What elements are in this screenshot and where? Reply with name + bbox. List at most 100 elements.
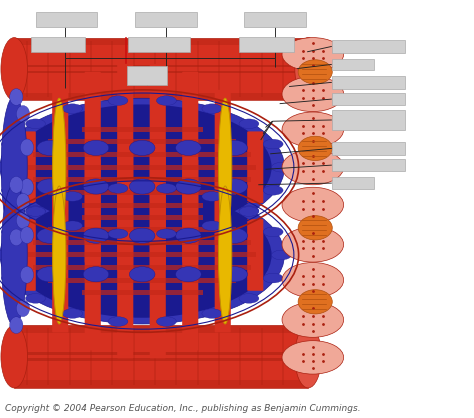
Ellipse shape xyxy=(295,38,321,100)
FancyBboxPatch shape xyxy=(182,72,198,263)
Ellipse shape xyxy=(83,179,109,194)
FancyBboxPatch shape xyxy=(117,152,133,358)
Ellipse shape xyxy=(9,317,23,334)
Ellipse shape xyxy=(9,229,23,246)
Ellipse shape xyxy=(37,228,63,243)
Ellipse shape xyxy=(272,250,292,260)
Ellipse shape xyxy=(0,186,284,324)
Bar xyxy=(47,329,49,385)
Ellipse shape xyxy=(1,38,27,100)
Ellipse shape xyxy=(37,267,63,282)
Ellipse shape xyxy=(0,250,13,260)
Bar xyxy=(33,152,251,157)
Bar xyxy=(14,38,308,100)
Ellipse shape xyxy=(20,178,34,195)
Bar xyxy=(26,329,28,385)
Bar xyxy=(332,159,405,171)
Bar xyxy=(24,352,299,354)
FancyBboxPatch shape xyxy=(247,219,264,291)
Bar xyxy=(332,93,405,105)
Ellipse shape xyxy=(37,179,63,194)
Bar xyxy=(14,380,308,388)
Bar xyxy=(133,329,135,385)
Bar xyxy=(332,110,405,130)
Ellipse shape xyxy=(63,191,82,201)
Bar xyxy=(33,240,251,245)
Ellipse shape xyxy=(13,192,272,318)
Ellipse shape xyxy=(239,119,259,129)
Ellipse shape xyxy=(0,98,284,236)
Ellipse shape xyxy=(108,184,128,193)
Bar xyxy=(24,71,299,74)
Ellipse shape xyxy=(272,162,292,172)
Ellipse shape xyxy=(129,179,155,194)
Ellipse shape xyxy=(156,96,176,105)
Ellipse shape xyxy=(83,140,109,155)
Ellipse shape xyxy=(37,140,63,155)
Bar xyxy=(175,41,177,97)
Ellipse shape xyxy=(1,186,21,195)
Bar xyxy=(14,325,308,388)
Ellipse shape xyxy=(9,89,23,105)
Ellipse shape xyxy=(239,293,259,303)
Ellipse shape xyxy=(129,140,155,155)
Bar xyxy=(28,252,256,257)
Ellipse shape xyxy=(63,221,82,231)
Ellipse shape xyxy=(156,229,176,239)
Ellipse shape xyxy=(108,317,128,326)
Ellipse shape xyxy=(1,273,21,283)
Bar xyxy=(14,325,308,333)
Bar xyxy=(261,41,263,97)
Ellipse shape xyxy=(1,325,27,388)
Ellipse shape xyxy=(263,186,283,195)
Bar xyxy=(82,127,203,132)
Ellipse shape xyxy=(282,76,344,112)
Bar xyxy=(48,190,236,195)
Bar xyxy=(24,65,299,67)
Ellipse shape xyxy=(1,184,27,326)
Bar xyxy=(332,59,374,70)
Bar xyxy=(111,41,113,97)
Bar xyxy=(33,177,251,182)
Ellipse shape xyxy=(282,112,344,147)
Bar xyxy=(303,41,305,97)
Ellipse shape xyxy=(282,302,344,337)
Ellipse shape xyxy=(282,341,344,374)
Ellipse shape xyxy=(26,207,46,217)
Bar xyxy=(218,329,220,385)
Bar xyxy=(24,358,299,361)
Ellipse shape xyxy=(202,308,222,319)
Bar xyxy=(128,37,190,52)
Ellipse shape xyxy=(222,228,247,243)
Ellipse shape xyxy=(20,227,34,244)
Ellipse shape xyxy=(282,263,344,298)
Bar xyxy=(47,41,49,97)
Bar xyxy=(154,329,156,385)
Ellipse shape xyxy=(219,186,232,324)
Ellipse shape xyxy=(263,139,283,149)
Ellipse shape xyxy=(53,98,66,236)
Ellipse shape xyxy=(83,228,109,243)
Bar xyxy=(31,37,85,52)
Ellipse shape xyxy=(263,227,283,237)
FancyBboxPatch shape xyxy=(85,72,101,263)
Bar xyxy=(218,41,220,97)
Ellipse shape xyxy=(129,228,155,243)
Ellipse shape xyxy=(175,267,201,282)
Ellipse shape xyxy=(282,150,344,185)
Bar xyxy=(48,140,236,145)
Ellipse shape xyxy=(9,176,23,193)
FancyBboxPatch shape xyxy=(20,219,36,291)
Bar xyxy=(332,177,374,189)
Bar xyxy=(197,329,199,385)
Bar xyxy=(303,329,305,385)
Ellipse shape xyxy=(295,325,321,388)
Bar xyxy=(332,40,405,53)
Bar xyxy=(261,329,263,385)
Bar xyxy=(48,278,236,283)
Bar xyxy=(82,214,203,219)
Ellipse shape xyxy=(175,179,201,194)
Ellipse shape xyxy=(239,207,259,217)
Ellipse shape xyxy=(219,98,232,236)
Ellipse shape xyxy=(129,267,155,282)
